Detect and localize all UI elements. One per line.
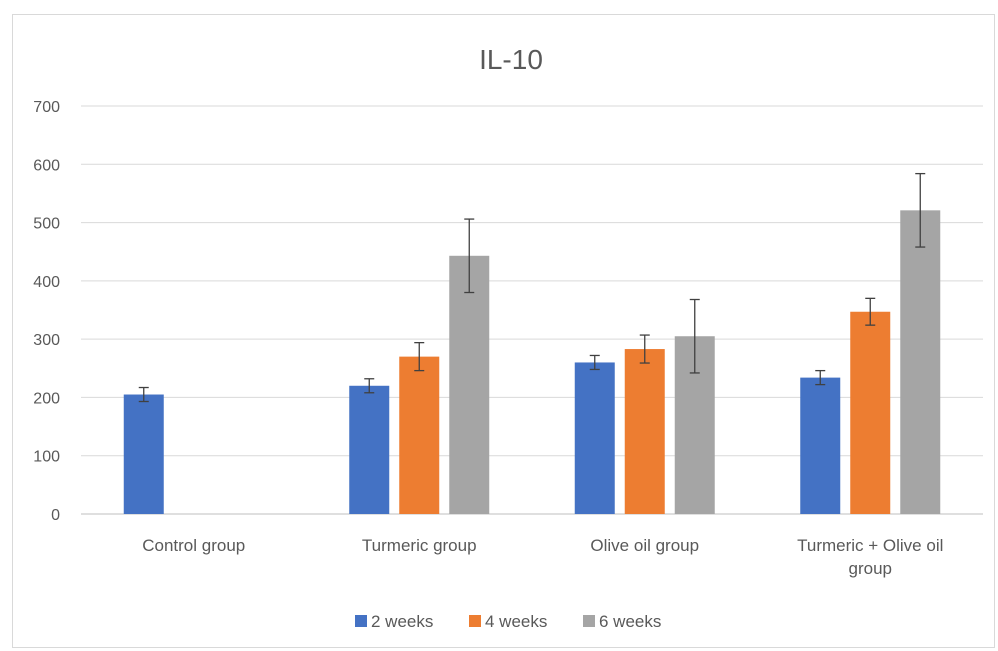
legend-label: 4 weeks (485, 612, 547, 631)
y-tick-label: 200 (33, 390, 60, 407)
legend: 2 weeks 4 weeks 6 weeks (355, 612, 661, 631)
category-label: Turmeric + Olive oil group (797, 536, 943, 578)
bar (123, 394, 164, 514)
error-bar (464, 218, 475, 294)
y-tick-label: 500 (33, 216, 60, 233)
gridlines (81, 105, 983, 515)
error-bar (865, 297, 876, 326)
bar (449, 255, 490, 514)
chart-frame (12, 14, 995, 648)
y-tick-label: 600 (33, 157, 60, 174)
legend-item: 4 weeks (469, 612, 547, 631)
error-bar (915, 172, 926, 248)
legend-label: 6 weeks (599, 612, 661, 631)
category-labels: Control group Turmeric group Olive oil gro… (142, 536, 943, 578)
category-label: Olive oil group (590, 536, 699, 555)
legend-label: 2 weeks (371, 612, 433, 631)
category-label: Turmeric group (362, 536, 477, 555)
error-bar (138, 386, 149, 403)
y-axis-ticks: 0 100 200 300 400 500 600 700 (33, 99, 60, 524)
bars (123, 210, 941, 514)
y-tick-label: 300 (33, 332, 60, 349)
bar (900, 210, 941, 514)
y-tick-label: 100 (33, 449, 60, 466)
bar (850, 311, 891, 514)
chart-title: IL-10 (479, 44, 543, 75)
y-tick-label: 700 (33, 99, 60, 116)
error-bar (689, 298, 700, 374)
legend-swatch (583, 615, 595, 627)
bar (800, 377, 841, 514)
error-bar (639, 334, 650, 364)
error-bar (589, 354, 600, 371)
category-label: Control group (142, 536, 245, 555)
error-bar (364, 378, 375, 394)
error-bars (138, 172, 926, 403)
bar (399, 356, 440, 514)
bar (624, 349, 665, 514)
error-bar (815, 369, 826, 386)
legend-item: 6 weeks (583, 612, 661, 631)
y-tick-label: 0 (51, 507, 60, 524)
legend-swatch (469, 615, 481, 627)
bar (349, 385, 390, 514)
y-tick-label: 400 (33, 274, 60, 291)
legend-item: 2 weeks (355, 612, 433, 631)
error-bar (414, 341, 425, 372)
legend-swatch (355, 615, 367, 627)
bar (574, 362, 615, 514)
